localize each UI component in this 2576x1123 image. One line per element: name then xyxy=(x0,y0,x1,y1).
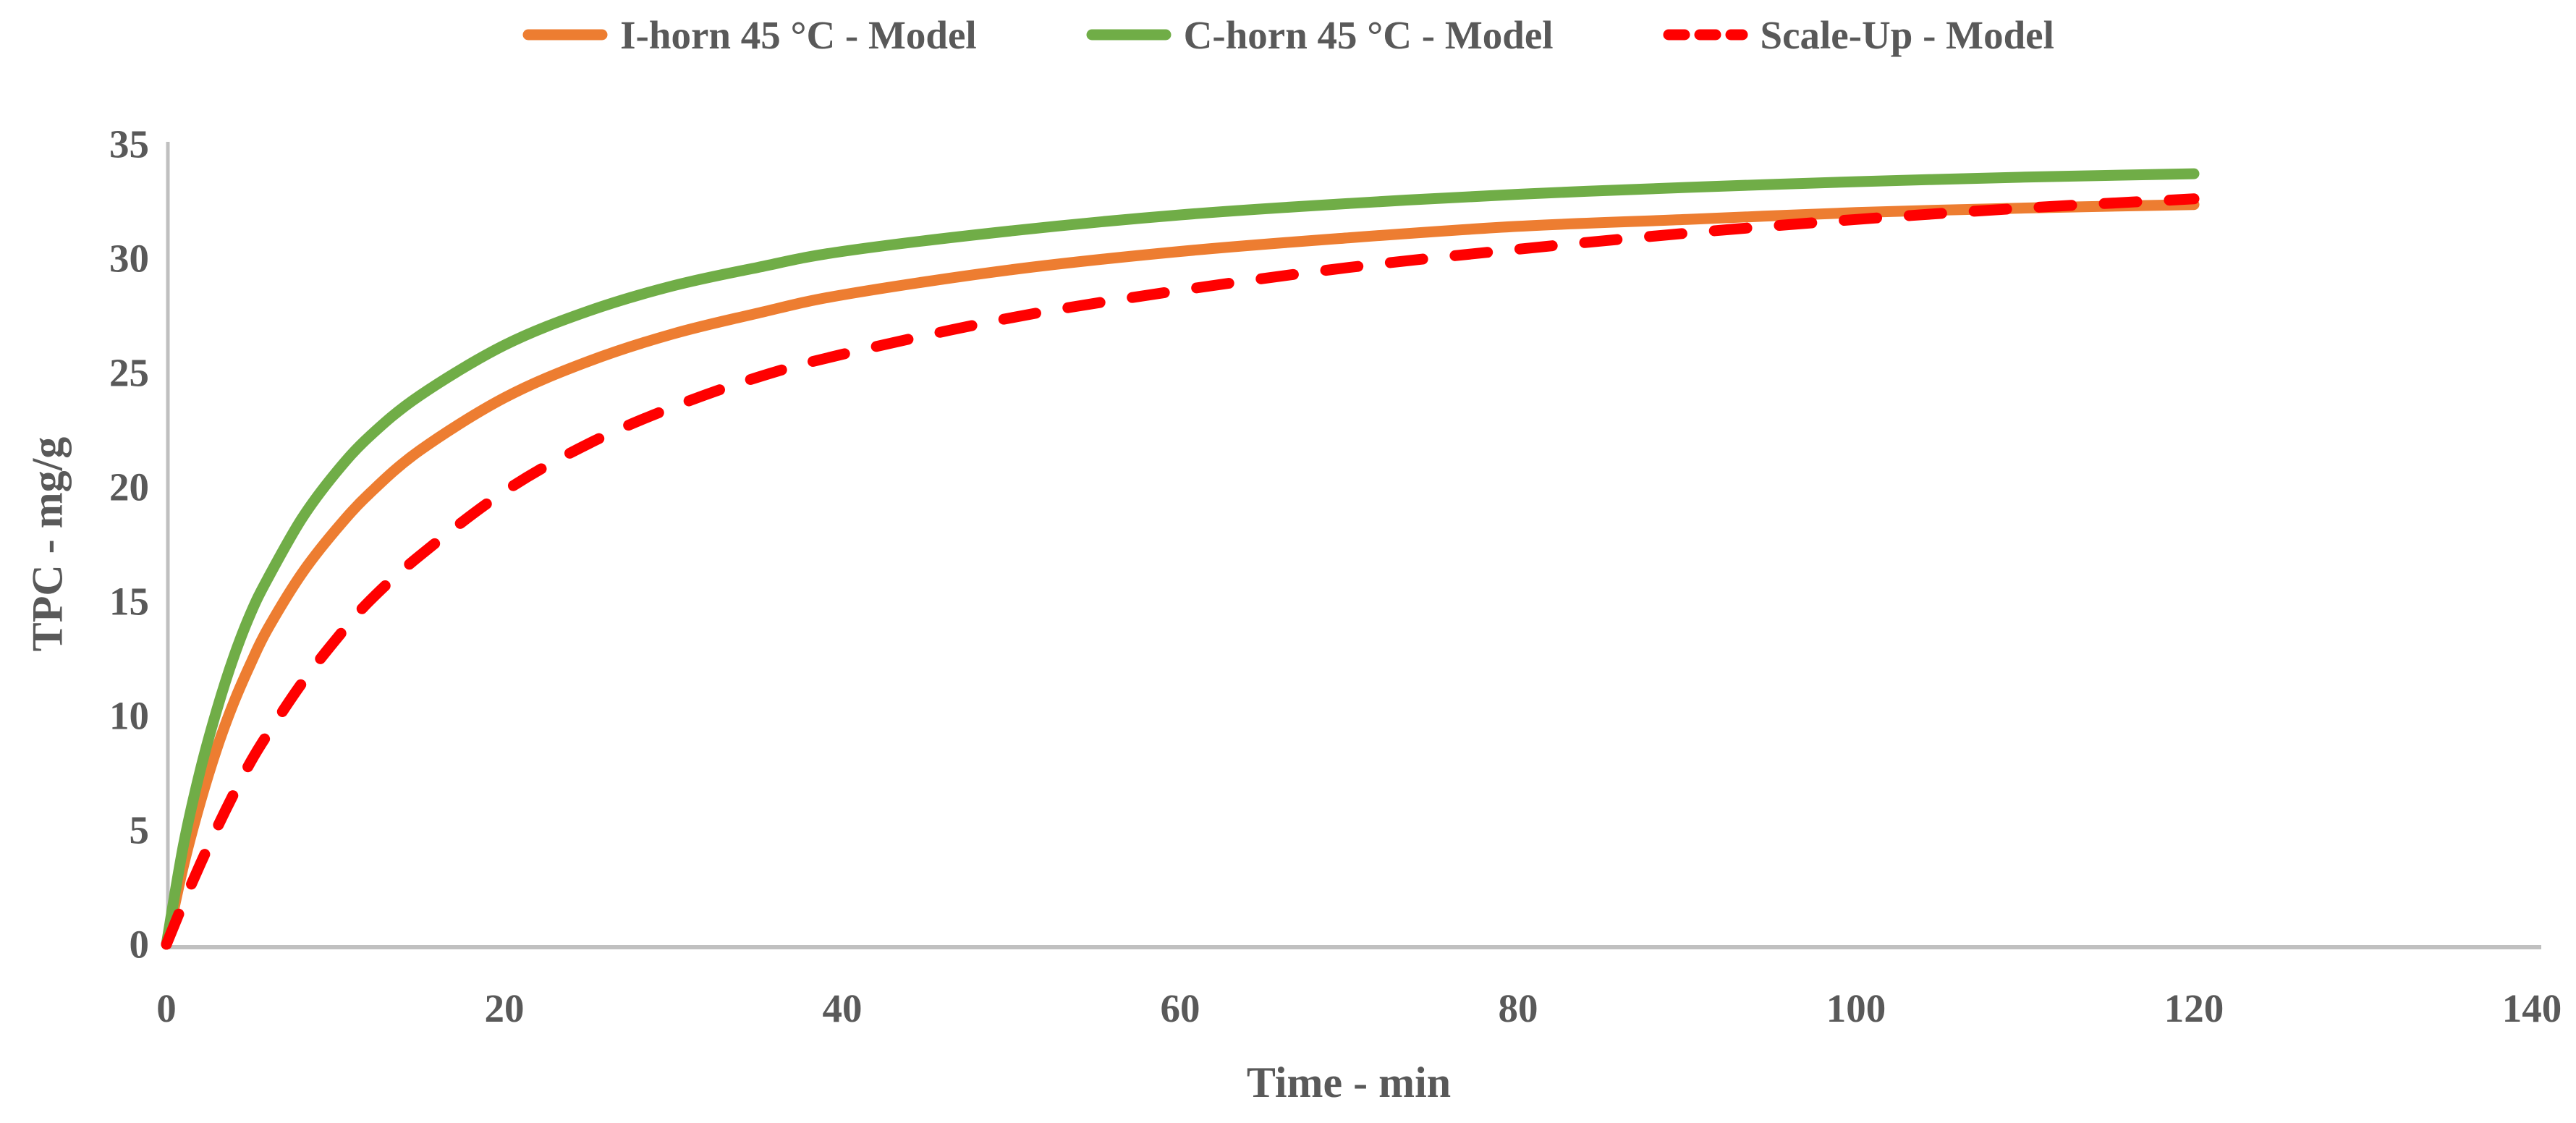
legend-line-icon-1 xyxy=(1086,29,1172,41)
x-tick-label: 100 xyxy=(1826,986,1886,1030)
y-tick-label: 25 xyxy=(109,350,149,395)
y-tick-label: 10 xyxy=(109,693,149,738)
y-tick-label: 35 xyxy=(109,122,149,166)
x-tick-label: 80 xyxy=(1498,986,1538,1030)
series-line-0 xyxy=(161,199,2200,950)
series-line-2 xyxy=(161,193,2200,950)
legend-item-1: C-horn 45 °C - Model xyxy=(1085,12,1554,58)
legend-item-0: I-horn 45 °C - Model xyxy=(522,12,977,58)
x-tick-label: 120 xyxy=(2164,986,2224,1030)
y-tick-label: 30 xyxy=(109,236,149,281)
y-tick-label: 15 xyxy=(109,579,149,624)
legend-item-2: Scale-Up - Model xyxy=(1662,12,2054,58)
x-tick-label: 0 xyxy=(156,986,177,1030)
y-tick-label: 5 xyxy=(129,808,150,852)
legend-line-icon-0 xyxy=(522,29,608,41)
x-tick-label: 20 xyxy=(484,986,525,1030)
x-tick-label: 40 xyxy=(822,986,863,1030)
y-tick-label: 0 xyxy=(129,922,150,967)
legend: I-horn 45 °C - Model C-horn 45 °C - Model… xyxy=(0,9,2576,61)
series-line-1 xyxy=(161,168,2200,950)
legend-label-1: C-horn 45 °C - Model xyxy=(1183,12,1554,57)
x-axis-title: Time - min xyxy=(1246,1059,1452,1106)
legend-line-icon-2 xyxy=(1663,29,1748,41)
x-tick-label: 140 xyxy=(2501,986,2562,1030)
legend-label-0: I-horn 45 °C - Model xyxy=(620,12,977,57)
legend-label-2: Scale-Up - Model xyxy=(1760,12,2054,57)
x-tick-label: 60 xyxy=(1160,986,1200,1030)
y-tick-label: 20 xyxy=(109,465,149,509)
